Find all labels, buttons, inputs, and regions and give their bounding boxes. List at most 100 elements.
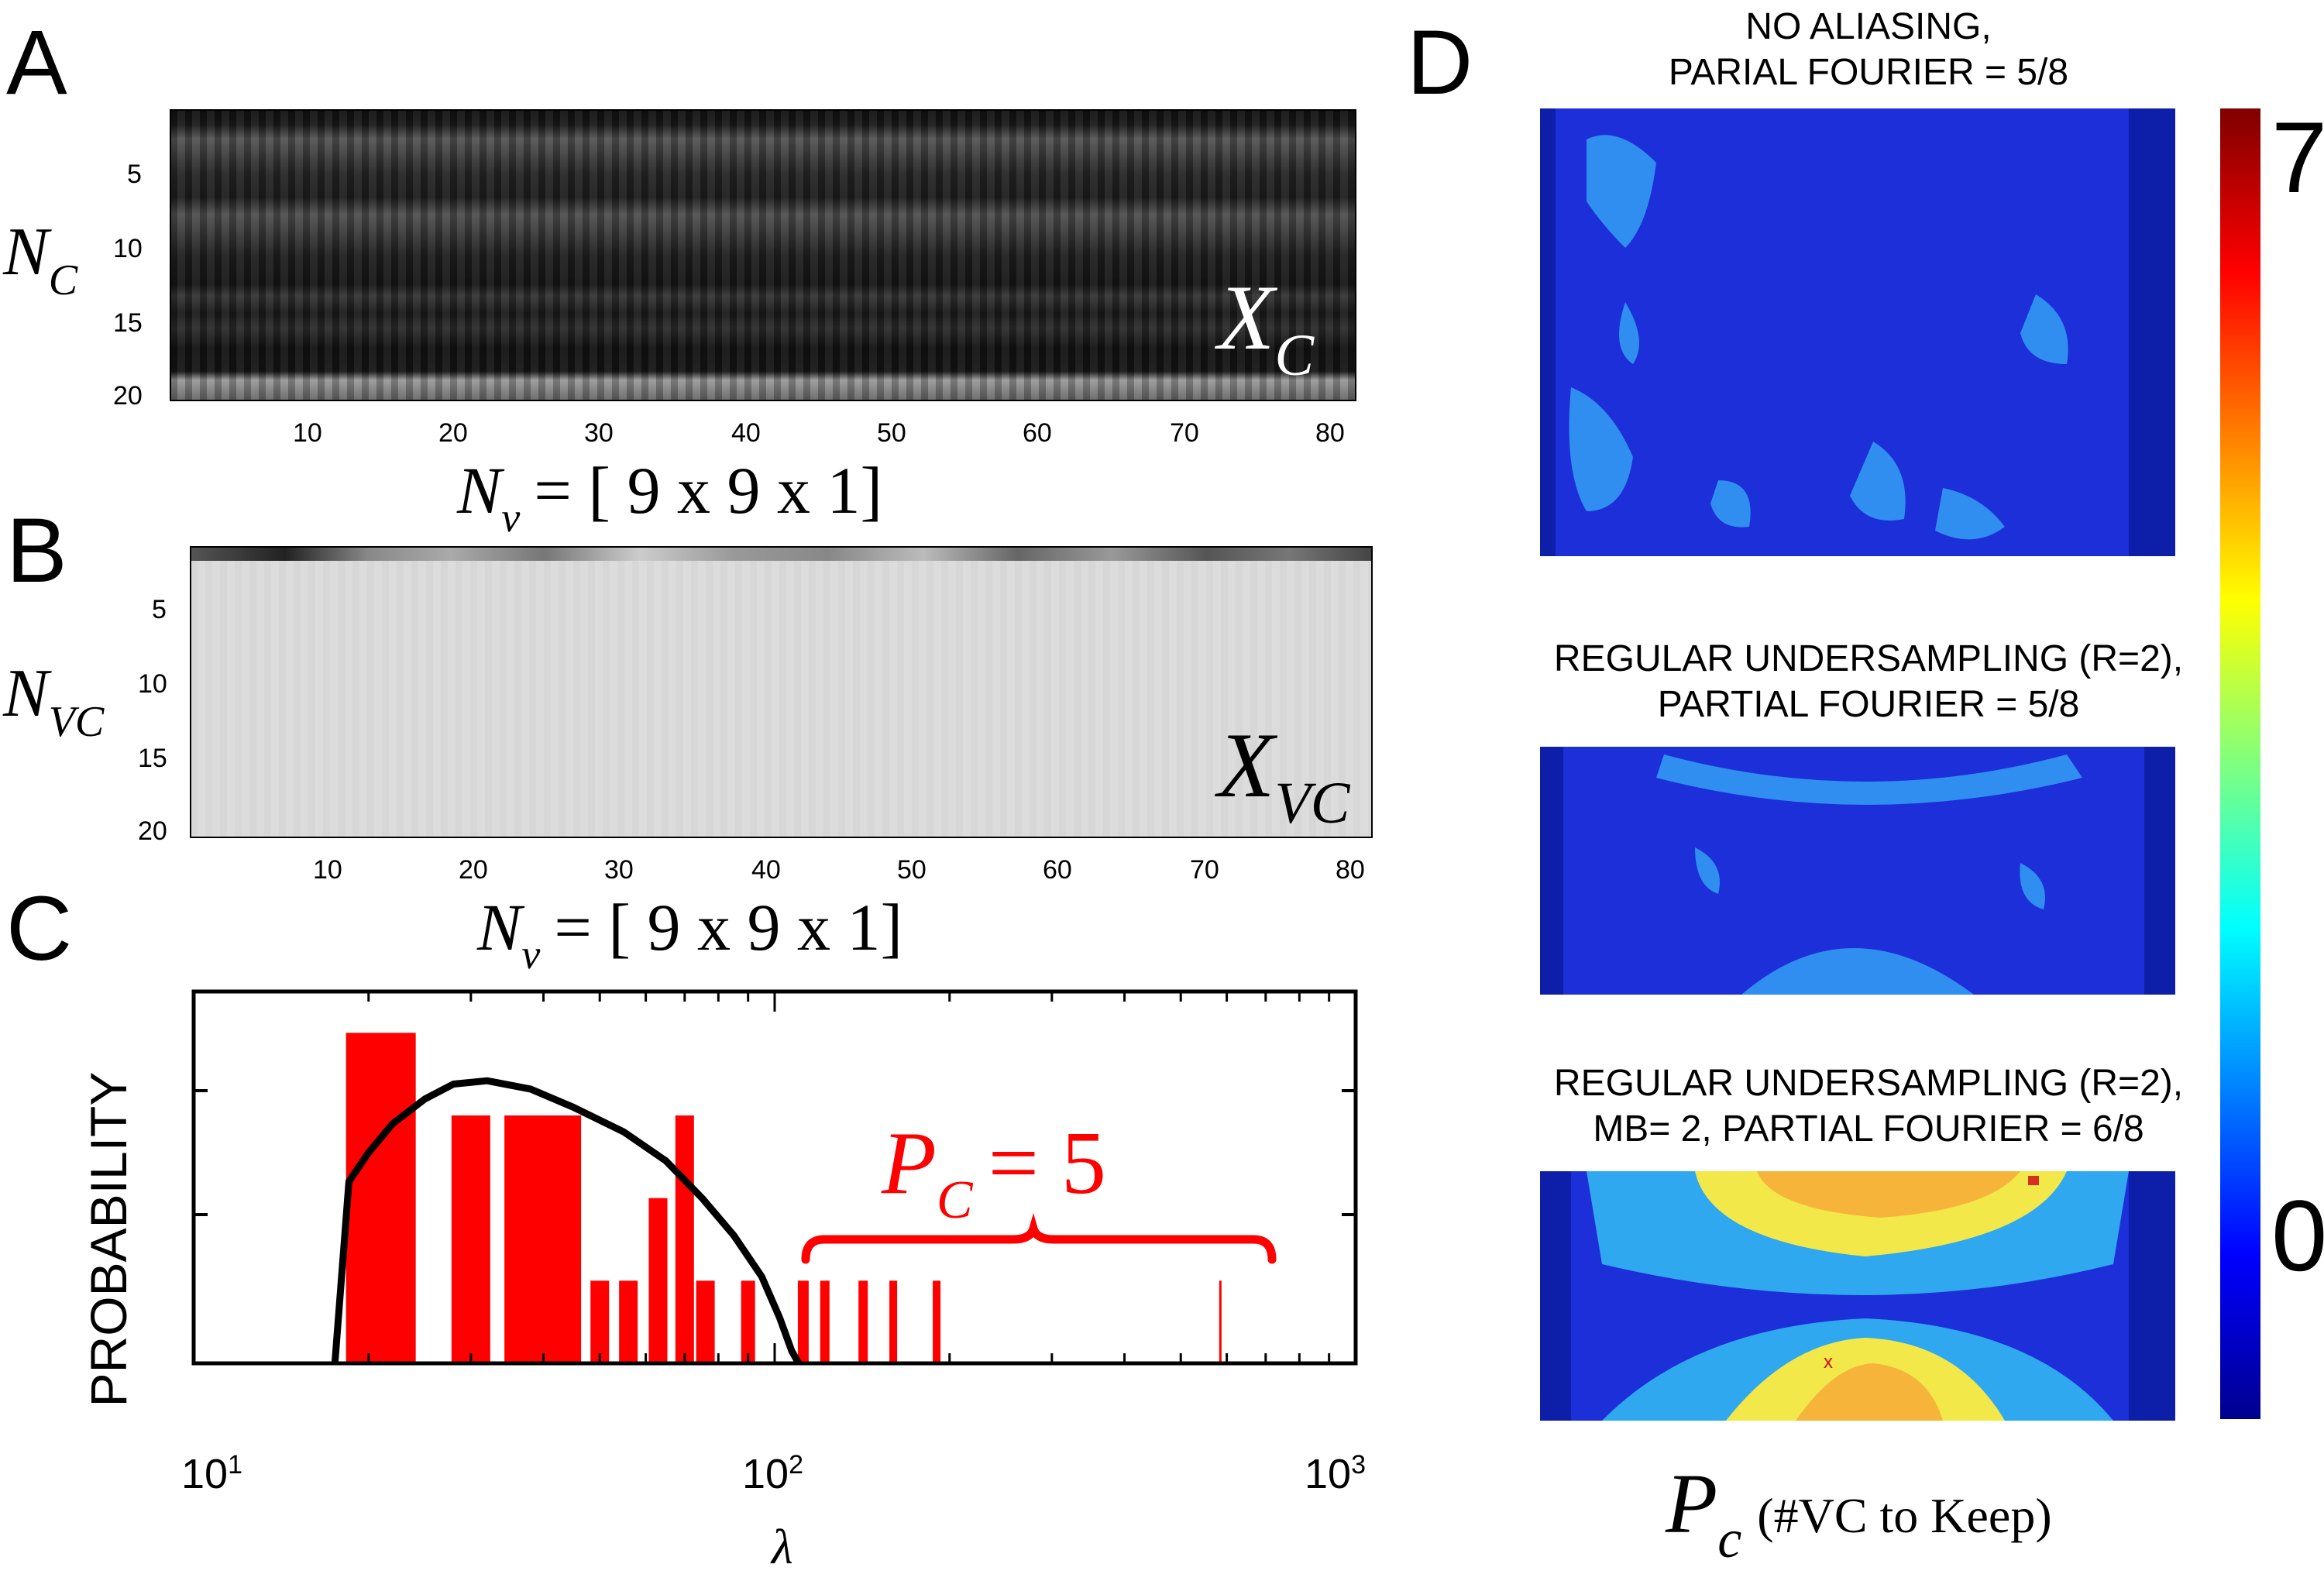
panel-d-map-1-region [1710, 480, 1751, 528]
panel-d-caption-3-line-1: REGULAR UNDERSAMPLING (R=2), [1553, 1063, 2184, 1104]
panel-d-caption-2: REGULAR UNDERSAMPLING (R=2), PARTIAL FOU… [1497, 637, 2240, 727]
histogram-bar [820, 1280, 830, 1363]
panel-d-x-label-rest: (#VC to Keep) [1757, 1488, 2052, 1543]
panel-a-ytick: 5 [127, 160, 142, 189]
histogram-bar [933, 1280, 941, 1363]
panel-d-map-2-edge-left [1540, 747, 1563, 995]
panel-b-xtick: 80 [1336, 855, 1365, 885]
panel-d-map-1-region [1569, 387, 1633, 511]
panel-c-letter: C [6, 878, 73, 980]
panel-d-colorbar-fill [2220, 108, 2260, 1419]
panel-c-xtick: 103 [1305, 1450, 1366, 1498]
panel-b-matrix [190, 546, 1373, 838]
panel-b-ytick: 5 [152, 595, 167, 624]
panel-d-map-3-edge-right [2129, 1171, 2175, 1421]
panel-d-map-2-edge-right [2144, 747, 2175, 995]
panel-d-map-3-region [1757, 1171, 2020, 1218]
panel-c-annotation-rest: = 5 [988, 1114, 1106, 1213]
panel-d-colorbar-max: 7 [2271, 101, 2324, 214]
panel-a-xtick: 30 [584, 418, 614, 448]
panel-d-map-2-region [1656, 754, 2082, 805]
panel-b-xtick: 20 [459, 855, 488, 885]
panel-d-map-3-marker: x [1824, 1352, 1833, 1373]
panel-d-caption-3-line-2: MB= 2, PARTIAL FOURIER = 6/8 [1593, 1108, 2144, 1150]
panel-c-xtick: 102 [742, 1450, 803, 1498]
panel-a-xtick: 60 [1023, 418, 1052, 448]
panel-b-xtick: 50 [897, 855, 927, 885]
panel-d-map-1-region [1587, 135, 1656, 248]
panel-b-ytick: 20 [138, 816, 167, 846]
panel-a-ytick: 20 [113, 381, 143, 411]
panel-b-xtick: 60 [1043, 855, 1072, 885]
panel-c-xtick-exp: 3 [1351, 1450, 1366, 1480]
histogram-bar [590, 1280, 610, 1363]
panel-d-map-1-region [2020, 294, 2068, 364]
panel-a-matrix-texture [170, 110, 1356, 400]
panel-a-x-label-rest: = [ 9 x 9 x 1] [534, 453, 883, 528]
panel-a-x-label: Nv = [ 9 x 9 x 1] [457, 457, 882, 538]
panel-a-matrix-label: XC [1218, 271, 1314, 386]
panel-a-ytick: 15 [113, 308, 143, 338]
histogram-bar [619, 1280, 638, 1363]
panel-c-xtick-base: 10 [181, 1451, 229, 1497]
panel-b-matrix-top-row [191, 547, 1372, 561]
panel-a-ytick: 10 [113, 234, 143, 263]
panel-a-y-label: NC [3, 215, 77, 303]
panel-a-xtick: 40 [731, 418, 761, 448]
panel-b-xtick: 30 [604, 855, 634, 885]
panel-c-annotation-main: P [882, 1114, 937, 1213]
panel-d-map-1-region [1850, 442, 1906, 521]
histogram-bar [1219, 1280, 1222, 1363]
panel-c-y-label: PROBABILITY [80, 1071, 137, 1407]
panel-b-letter: B [6, 500, 67, 602]
histogram-bar [797, 1280, 809, 1363]
panel-d-map-1-edge-left [1540, 108, 1556, 556]
panel-d-map-3-edge-left [1540, 1171, 1571, 1421]
histogram-bar [648, 1198, 668, 1363]
histogram-bar [542, 1115, 582, 1363]
histogram-bar [889, 1280, 898, 1363]
panel-d-colorbar [2220, 108, 2260, 1419]
panel-d-caption-2-line-1: REGULAR UNDERSAMPLING (R=2), [1553, 638, 2184, 679]
panel-c-annotation: PC = 5 [882, 1119, 1106, 1228]
panel-b-xtick: 40 [751, 855, 781, 885]
panel-d-map-1-region [1619, 302, 1639, 364]
panel-a-xtick: 80 [1315, 418, 1345, 448]
panel-b-xtick: 10 [313, 855, 342, 885]
panel-d-map-2-region [1741, 948, 1974, 995]
histogram-bar [696, 1280, 715, 1363]
panel-b-matrix-label-main: X [1218, 713, 1275, 816]
panel-a-xtick: 10 [293, 418, 322, 448]
panel-a-y-label-sub: C [48, 256, 78, 304]
panel-a-letter: A [6, 12, 67, 114]
panel-a-xtick: 50 [877, 418, 906, 448]
panel-d-caption-1-line-1: NO ALIASING, [1745, 6, 1992, 47]
panel-d-x-label-sub: c [1717, 1510, 1742, 1569]
panel-a-matrix [170, 109, 1356, 401]
panel-c-x-label: λ [772, 1519, 793, 1574]
panel-b-y-label-sub: VC [48, 698, 105, 746]
panel-c-xtick-base: 10 [1305, 1451, 1352, 1497]
panel-c-brace [801, 1213, 1277, 1264]
panel-d-caption-1-line-2: PARIAL FOURIER = 5/8 [1668, 51, 2069, 93]
panel-a-matrix-label-sub: C [1274, 323, 1315, 388]
panel-a-xtick: 70 [1170, 418, 1199, 448]
panel-b-y-label-main: N [3, 656, 49, 731]
histogram-bar [858, 1280, 868, 1363]
panel-b-x-label: Nv = [ 9 x 9 x 1] [477, 894, 902, 975]
panel-c-xtick: 101 [181, 1450, 242, 1498]
panel-b-matrix-label-sub: VC [1274, 771, 1350, 836]
histogram-bar [741, 1280, 755, 1363]
panel-b-y-label: NVC [3, 660, 104, 744]
panel-b-x-label-main: N [477, 890, 522, 964]
panel-d-x-label: Pc (#VC to Keep) [1666, 1461, 2052, 1567]
panel-a-xtick: 20 [438, 418, 468, 448]
panel-c-xtick-exp: 1 [228, 1450, 242, 1480]
panel-d-map-2-region [1695, 847, 1720, 894]
histogram-bar [451, 1115, 490, 1363]
panel-d-map-3-region [1796, 1363, 1943, 1421]
panel-c-annotation-sub: C [936, 1170, 973, 1230]
panel-d-map-3-hotspot [2028, 1176, 2039, 1185]
panel-a-y-label-main: N [3, 215, 49, 290]
panel-c-xtick-exp: 2 [789, 1450, 803, 1480]
